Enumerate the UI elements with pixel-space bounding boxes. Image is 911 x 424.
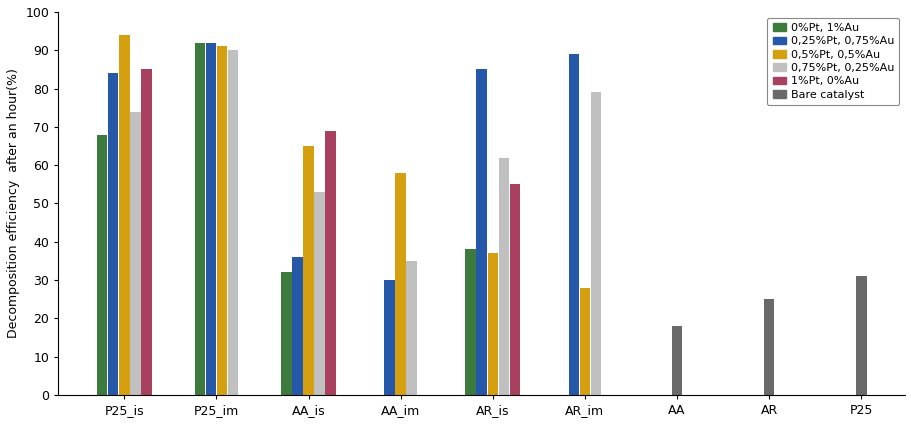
Bar	[671, 326, 681, 395]
Bar	[205, 42, 216, 395]
Bar	[509, 184, 519, 395]
Bar	[568, 54, 578, 395]
Bar	[395, 173, 405, 395]
Bar	[217, 46, 227, 395]
Bar	[141, 70, 151, 395]
Bar	[303, 146, 313, 395]
Bar	[855, 276, 865, 395]
Bar	[590, 92, 600, 395]
Bar	[228, 50, 238, 395]
Bar	[97, 134, 107, 395]
Bar	[118, 35, 129, 395]
Bar	[130, 112, 140, 395]
Legend: 0%Pt, 1%Au, 0,25%Pt, 0,75%Au, 0,5%Pt, 0,5%Au, 0,75%Pt, 0,25%Au, 1%Pt, 0%Au, Bare: 0%Pt, 1%Au, 0,25%Pt, 0,75%Au, 0,5%Pt, 0,…	[766, 17, 898, 105]
Bar	[487, 253, 497, 395]
Bar	[498, 158, 508, 395]
Bar	[292, 257, 302, 395]
Bar	[476, 70, 486, 395]
Y-axis label: Decomposition efficiency  after an hour(%): Decomposition efficiency after an hour(%…	[7, 69, 20, 338]
Bar	[763, 299, 773, 395]
Bar	[314, 192, 324, 395]
Bar	[384, 280, 394, 395]
Bar	[579, 288, 589, 395]
Bar	[107, 73, 118, 395]
Bar	[194, 42, 205, 395]
Bar	[406, 261, 416, 395]
Bar	[281, 273, 292, 395]
Bar	[325, 131, 335, 395]
Bar	[465, 249, 476, 395]
